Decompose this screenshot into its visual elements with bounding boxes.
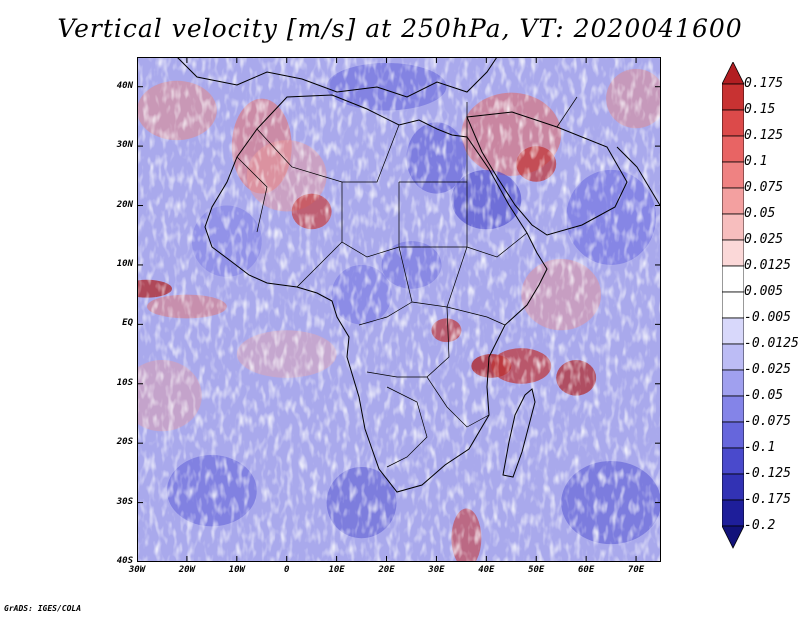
lat-tick-label: 10S <box>116 377 133 388</box>
lat-tick-label: 20S <box>116 437 133 448</box>
lon-tick-label: 40E <box>478 565 495 575</box>
colorbar-bottom-arrow <box>722 525 744 549</box>
lat-tick-label: 40N <box>116 80 133 91</box>
grads-credit: GrADS: IGES/COLA <box>4 604 82 613</box>
lon-tick-label: 10W <box>228 565 245 575</box>
lat-tick-label: 30S <box>116 496 133 507</box>
map-border <box>137 57 661 562</box>
africa-coastline <box>204 94 548 493</box>
lon-tick-label: 30W <box>128 565 146 575</box>
lon-tick-label: 70E <box>627 565 645 575</box>
colorbar-label: -0.1 <box>744 440 776 455</box>
colorbar-swatch <box>722 109 744 137</box>
coastlines <box>176 57 661 493</box>
colorbar-swatch <box>722 187 744 215</box>
colorbar-top-arrow <box>722 62 744 85</box>
lon-tick-label: 30E <box>428 565 445 575</box>
colorbar-swatch <box>722 343 744 371</box>
madagascar-coastline <box>502 388 536 478</box>
colorbar-label: -0.05 <box>744 388 784 403</box>
country-borders <box>236 96 578 468</box>
colorbar-label: 0.05 <box>744 206 776 221</box>
map-panel <box>137 57 661 562</box>
colorbar-label: -0.0125 <box>744 336 799 351</box>
lon-tick-label: 10E <box>328 565 345 575</box>
colorbar-label: 0.15 <box>744 102 776 117</box>
map-title: Vertical velocity [m/s] at 250hPa, VT: 2… <box>57 14 743 43</box>
colorbar-label: -0.005 <box>744 310 791 325</box>
colorbar-swatch <box>722 265 744 293</box>
colorbar-swatch <box>722 317 744 345</box>
colorbar-swatch <box>722 395 744 423</box>
colorbar-label: 0.075 <box>744 180 784 195</box>
colorbar-swatch <box>722 83 744 111</box>
colorbar-label: -0.2 <box>744 518 776 533</box>
lon-tick-label: 50E <box>528 565 545 575</box>
colorbar-label: 0.005 <box>744 284 784 299</box>
colorbar-swatch <box>722 291 744 319</box>
colorbar <box>722 62 744 549</box>
colorbar-swatch <box>722 161 744 189</box>
colorbar-swatch <box>722 135 744 163</box>
colorbar-label: 0.175 <box>744 76 784 91</box>
lon-tick-label: 20W <box>178 565 196 575</box>
colorbar-swatch <box>722 473 744 501</box>
colorbar-swatch <box>722 447 744 475</box>
lon-tick-label: 60E <box>578 565 595 575</box>
colorbar-label: -0.075 <box>744 414 791 429</box>
lat-tick-label: 10N <box>116 258 133 269</box>
europe-coastline <box>176 57 498 98</box>
colorbar-swatch <box>722 499 744 527</box>
colorbar-label: -0.125 <box>744 466 791 481</box>
colorbar-swatch <box>722 213 744 241</box>
lat-tick-label: EQ <box>122 318 133 329</box>
colorbar-swatch <box>722 369 744 397</box>
lon-tick-label: 20E <box>378 565 395 575</box>
colorbar-label: -0.025 <box>744 362 791 377</box>
colorbar-swatch <box>722 239 744 267</box>
lon-tick-label: 0 <box>283 565 290 575</box>
colorbar-label: 0.025 <box>744 232 784 247</box>
india-coastline <box>616 146 661 208</box>
colorbar-label: 0.1 <box>744 154 768 169</box>
vertical-velocity-field <box>137 57 661 562</box>
lat-tick-label: 40S <box>116 556 133 566</box>
colorbar-label: 0.125 <box>744 128 784 143</box>
colorbar-label: -0.175 <box>744 492 791 507</box>
lat-tick-label: 30N <box>116 140 133 151</box>
colorbar-label: 0.0125 <box>744 258 791 273</box>
colorbar-swatch <box>722 421 744 449</box>
lat-tick-label: 20N <box>116 199 133 210</box>
